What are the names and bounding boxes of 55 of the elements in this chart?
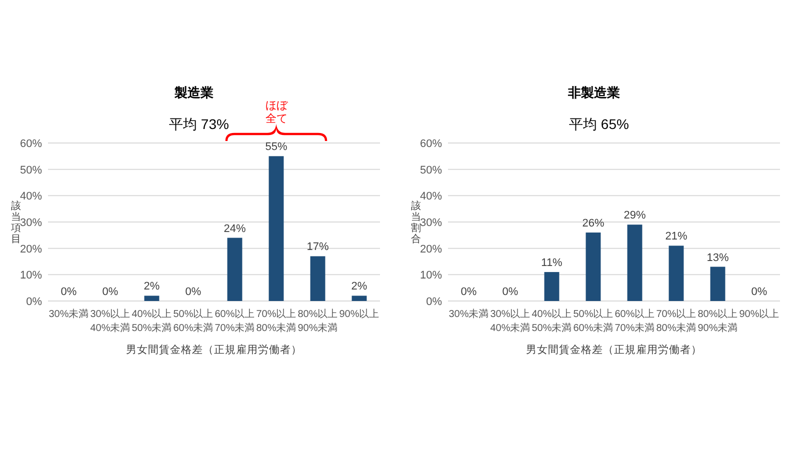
y-tick-label: 60%	[420, 138, 442, 150]
x-axis-title: 男女間賃金格差（正規雇用労働者）	[526, 343, 702, 356]
x-tick-label: 90%以上	[739, 308, 780, 320]
data-label: 11%	[541, 257, 563, 270]
data-label: 13%	[706, 252, 729, 264]
chart-subtitle: 平均 73%	[169, 116, 229, 132]
x-tick-label: 50%以上 60%未満	[173, 308, 214, 334]
data-label: 26%	[582, 218, 604, 230]
data-label: 17%	[306, 241, 329, 254]
data-label: 0%	[185, 286, 202, 298]
x-tick-label: 50%以上 60%未満	[573, 308, 614, 334]
y-tick-label: 0%	[426, 296, 442, 308]
y-tick-label: 40%	[20, 190, 42, 203]
data-label: 0%	[460, 286, 477, 298]
x-tick-label: 90%以上	[339, 308, 380, 320]
y-tick-label: 50%	[420, 164, 442, 176]
x-tick-label: 60%以上 70%未満	[614, 308, 655, 334]
text: ほぼ全て	[265, 100, 288, 125]
data-label: 29%	[624, 210, 646, 222]
chart-subtitle: 平均 65%	[569, 116, 629, 132]
y-tick-label: 10%	[20, 270, 42, 282]
y-tick-label: 30%	[420, 217, 442, 229]
data-label: 0%	[102, 286, 118, 298]
data-label: 55%	[265, 141, 288, 154]
data-label: 2%	[144, 280, 160, 293]
data-label: 21%	[665, 230, 688, 243]
x-tick-label: 30%以上 40%未満	[90, 308, 130, 334]
data-label: 0%	[60, 286, 77, 298]
x-tick-label: 70%以上 80%未満	[656, 308, 696, 334]
y-tick-label: 20%	[20, 243, 42, 256]
x-axis-title: 男女間賃金格差（正規雇用労働者）	[126, 343, 302, 356]
y-axis-title: 該当項目	[11, 200, 21, 245]
y-tick-label: 30%	[20, 217, 42, 229]
x-tick-label: 80%以上 90%未満	[698, 308, 738, 334]
chart-title: 製造業	[174, 85, 214, 100]
x-tick-label: 70%以上 80%未満	[256, 308, 296, 334]
x-tick-label: 30%未満	[48, 308, 89, 320]
x-tick-label: 30%未満	[448, 308, 489, 320]
y-tick-label: 0%	[26, 296, 42, 308]
x-tick-label: 40%以上 50%未満	[132, 308, 172, 334]
y-tick-label: 20%	[420, 243, 442, 256]
y-tick-label: 40%	[420, 190, 442, 203]
y-tick-label: 60%	[20, 138, 42, 150]
data-label: 0%	[751, 286, 768, 298]
x-tick-label: 60%以上 70%未満	[214, 308, 255, 334]
y-tick-label: 10%	[420, 270, 442, 282]
data-label: 2%	[351, 280, 368, 293]
y-tick-label: 50%	[20, 164, 42, 176]
data-label: 24%	[224, 222, 246, 235]
x-tick-label: 30%以上 40%未満	[490, 308, 530, 334]
x-tick-label: 80%以上 90%未満	[298, 308, 338, 334]
chart-title: 非製造業	[567, 85, 620, 100]
x-tick-label: 40%以上 50%未満	[532, 308, 572, 334]
y-axis-title: 該当割合	[411, 200, 421, 245]
data-label: 0%	[502, 286, 518, 298]
